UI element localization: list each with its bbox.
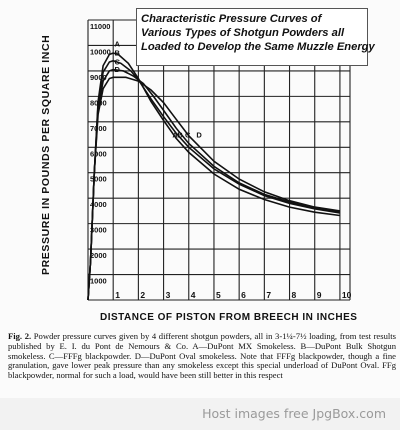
figure-caption: Fig. 2. Powder pressure curves given by … <box>8 331 397 381</box>
x-tick-label: 8 <box>292 290 297 300</box>
footer-bar: Host images free JpgBox.com <box>0 398 400 430</box>
y-tick-label: 10000 <box>90 47 111 56</box>
curve-label-mid: B <box>177 131 183 140</box>
curve-label-mid: C <box>185 131 191 140</box>
chart-title-line-1: Characteristic Pressure Curves of <box>141 13 322 25</box>
x-tick-label: 3 <box>166 290 171 300</box>
x-tick-label: 5 <box>216 290 221 300</box>
y-axis-label: PRESSURE IN POUNDS PER SQUARE INCH <box>40 34 52 275</box>
curve-label-mid: A <box>172 131 178 140</box>
curve-c <box>87 68 341 301</box>
x-tick-label: 1 <box>115 290 120 300</box>
y-tick-label: 6000 <box>90 149 107 158</box>
y-tick-label: 3000 <box>90 226 107 235</box>
chart-title-line-3: Loaded to Develop the Same Muzzle Energy <box>141 41 375 53</box>
y-tick-label: 9000 <box>90 73 107 82</box>
curve-label-mid: D <box>196 131 202 140</box>
curve-label-top: A <box>114 40 120 49</box>
chart-title-line-2: Various Types of Shotgun Powders all <box>141 27 345 39</box>
y-tick-label: 7000 <box>90 124 107 133</box>
curve-label-top: B <box>114 49 120 58</box>
chart-figure: 1000 2000 3000 4000 5000 6000 7000 8000 9000 1000… <box>40 8 375 301</box>
chart-title-box: Characteristic Pressure Curves of Variou… <box>136 8 375 66</box>
caption-lead: Fig. 2. <box>8 331 32 341</box>
curve-b <box>87 59 341 301</box>
x-tick-label: 4 <box>191 290 196 300</box>
curve-label-top: C <box>114 58 120 67</box>
x-tick-label: 6 <box>241 290 246 300</box>
x-tick-label: 7 <box>266 290 271 300</box>
x-tick-label: 2 <box>140 290 145 300</box>
footer-watermark[interactable]: Host images free JpgBox.com <box>202 406 386 421</box>
y-tick-label: 2000 <box>90 251 107 260</box>
y-tick-label: 4000 <box>90 200 107 209</box>
curve-d <box>87 76 341 301</box>
caption-text: Powder pressure curves given by 4 differ… <box>8 331 397 381</box>
x-tick-label: 10 <box>342 290 352 300</box>
y-tick-label: 11000 <box>90 22 110 31</box>
curve-label-top: D <box>114 65 120 74</box>
x-axis-label: DISTANCE OF PISTON FROM BREECH IN INCHES <box>100 312 358 323</box>
y-tick-label: 5000 <box>90 175 107 184</box>
x-tick-label: 9 <box>317 290 322 300</box>
y-tick-label: 1000 <box>90 277 107 286</box>
